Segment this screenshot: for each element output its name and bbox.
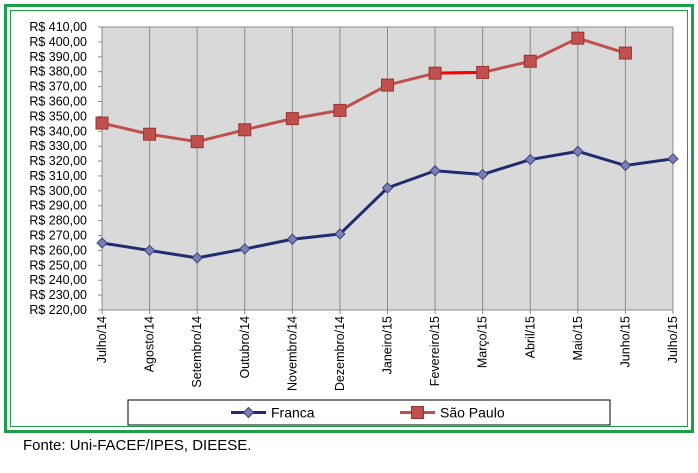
x-tick-label: Janeiro/15: [381, 316, 395, 374]
y-tick-label: R$ 400,00: [29, 35, 87, 49]
y-tick-label: R$ 270,00: [29, 229, 87, 243]
x-tick-label: Junho/15: [618, 316, 632, 367]
data-point-franca: [286, 233, 299, 245]
x-tick-label: Setembro/14: [190, 316, 204, 388]
x-tick-label: Novembro/14: [285, 316, 299, 391]
data-point-franca: [429, 165, 441, 177]
legend-box: [127, 399, 611, 426]
x-tick-label: Outubro/14: [238, 316, 252, 379]
data-point-s-o-paulo: [285, 112, 299, 126]
legend-marker-s-o-paulo: [411, 406, 424, 419]
data-point-franca: [96, 237, 108, 249]
data-point-franca: [572, 145, 584, 158]
y-tick-label: R$ 250,00: [29, 258, 87, 272]
y-tick-label: R$ 220,00: [29, 303, 87, 317]
data-point-franca: [191, 252, 203, 264]
data-point-franca: [334, 228, 346, 240]
y-tick-label: R$ 410,00: [29, 20, 87, 34]
data-point-s-o-paulo: [143, 127, 157, 141]
data-point-s-o-paulo: [476, 65, 490, 79]
y-tick-label: R$ 280,00: [29, 214, 87, 228]
data-point-s-o-paulo: [523, 54, 537, 68]
data-point-franca: [524, 153, 536, 166]
y-tick-label: R$ 390,00: [29, 50, 87, 64]
y-tick-label: R$ 370,00: [29, 80, 87, 94]
y-tick-label: R$ 350,00: [29, 109, 87, 123]
x-tick-label: Julho/15: [666, 316, 680, 363]
data-point-franca: [239, 243, 251, 255]
data-point-franca: [143, 244, 156, 257]
y-tick-label: R$ 380,00: [29, 65, 87, 79]
data-point-franca: [619, 159, 632, 172]
y-tick-label: R$ 240,00: [29, 273, 87, 287]
y-tick-label: R$ 320,00: [29, 154, 87, 168]
y-tick-label: R$ 340,00: [29, 124, 87, 138]
data-point-s-o-paulo: [618, 46, 632, 60]
y-tick-label: R$ 290,00: [29, 199, 87, 213]
y-tick-label: R$ 260,00: [29, 243, 87, 257]
data-point-s-o-paulo: [238, 123, 252, 137]
data-point-franca: [476, 168, 489, 181]
series-highlight-segment: [435, 70, 483, 75]
data-point-s-o-paulo: [190, 135, 204, 149]
data-point-s-o-paulo: [428, 66, 442, 80]
data-point-s-o-paulo: [571, 31, 585, 45]
data-point-s-o-paulo: [95, 116, 109, 130]
legend-label-franca: Franca: [271, 405, 315, 421]
legend-marker-franca: [242, 406, 255, 419]
x-tick-label: Fevereiro/15: [428, 316, 442, 386]
chart-frame-inner: [10, 10, 688, 427]
y-tick-label: R$ 360,00: [29, 94, 87, 108]
x-tick-label: Dezembro/14: [333, 316, 347, 391]
series-line-s-o-paulo: [101, 36, 626, 144]
y-tick-label: R$ 230,00: [29, 288, 87, 302]
data-point-franca: [667, 153, 679, 165]
source-caption: Fonte: Uni-FACEF/IPES, DIEESE.: [23, 437, 252, 454]
x-tick-label: Agosto/14: [143, 316, 157, 372]
x-tick-label: Março/15: [476, 316, 490, 368]
data-point-s-o-paulo: [333, 103, 347, 117]
data-point-franca: [381, 182, 394, 194]
x-tick-label: Julho/14: [95, 316, 109, 363]
x-tick-label: Maio/15: [571, 316, 585, 361]
y-tick-label: R$ 330,00: [29, 139, 87, 153]
y-tick-label: R$ 310,00: [29, 169, 87, 183]
data-point-s-o-paulo: [381, 78, 394, 92]
x-tick-label: Abril/15: [523, 316, 537, 358]
legend-label-s-o-paulo: São Paulo: [440, 405, 505, 421]
y-tick-label: R$ 300,00: [29, 184, 87, 198]
